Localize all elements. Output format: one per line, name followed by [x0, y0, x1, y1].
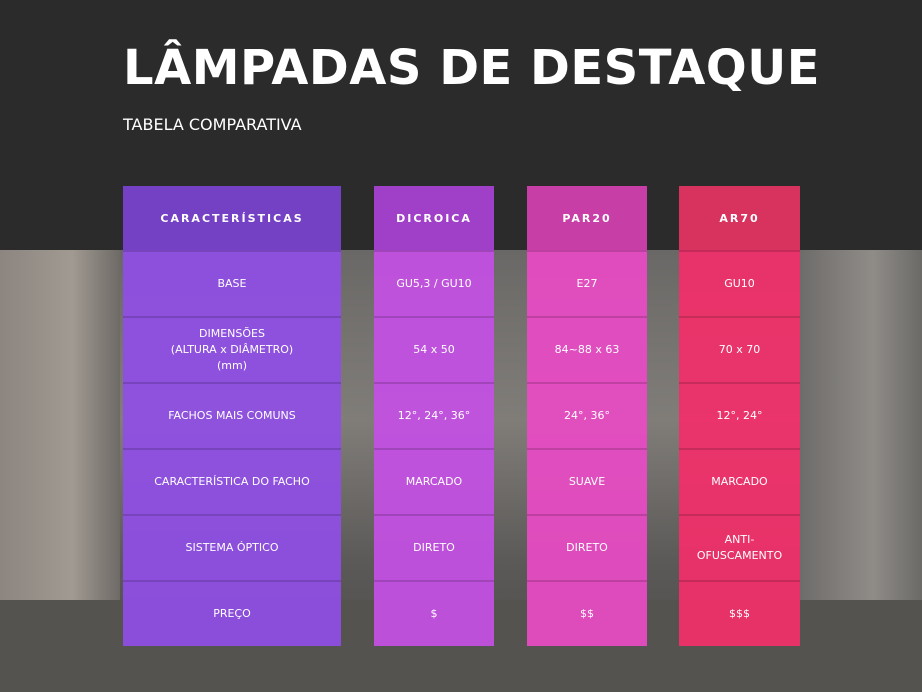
table-cell: 84~88 x 63 [527, 316, 647, 382]
table-cell: BASE [123, 250, 341, 316]
table-cell: DIRETO [527, 514, 647, 580]
table-cell: $$ [527, 580, 647, 646]
table-cell: 54 x 50 [374, 316, 494, 382]
table-cell: GU5,3 / GU10 [374, 250, 494, 316]
title: LÂMPADAS DE DESTAQUE [123, 40, 820, 96]
table-cell: DIMENSÕES (ALTURA x DIÂMETRO) (mm) [123, 316, 341, 382]
table-cell: ANTI- OFUSCAMENTO [679, 514, 800, 580]
table-cell: 70 x 70 [679, 316, 800, 382]
table-cell: $ [374, 580, 494, 646]
subtitle: TABELA COMPARATIVA [123, 115, 302, 134]
table-cell: CARACTERÍSTICA DO FACHO [123, 448, 341, 514]
table-cell: PREÇO [123, 580, 341, 646]
table-cell: SUAVE [527, 448, 647, 514]
table-column: AR70 GU10 70 x 70 12°, 24° MARCADO ANTI- OFUS… [679, 186, 800, 646]
table-cell: MARCADO [374, 448, 494, 514]
table-cell: DIRETO [374, 514, 494, 580]
table-cell: FACHOS MAIS COMUNS [123, 382, 341, 448]
table-column: DICROICA GU5,3 / GU10 54 x 50 12°, 24°, 36°… [374, 186, 494, 646]
table-cell: SISTEMA ÓPTICO [123, 514, 341, 580]
table-column: PAR20 E27 84~88 x 63 24°, 36° SUAVE DIRETO $$ [527, 186, 647, 646]
column-header: PAR20 [527, 186, 647, 250]
table-cell: MARCADO [679, 448, 800, 514]
table-cell: 12°, 24°, 36° [374, 382, 494, 448]
table-cell: 24°, 36° [527, 382, 647, 448]
table-cell: E27 [527, 250, 647, 316]
column-header: CARACTERÍSTICAS [123, 186, 341, 250]
table-cell: 12°, 24° [679, 382, 800, 448]
table-cell: $$$ [679, 580, 800, 646]
column-header: AR70 [679, 186, 800, 250]
table-cell: GU10 [679, 250, 800, 316]
table-column: CARACTERÍSTICAS BASE DIMENSÕES (ALTURA x D… [123, 186, 341, 646]
column-header: DICROICA [374, 186, 494, 250]
